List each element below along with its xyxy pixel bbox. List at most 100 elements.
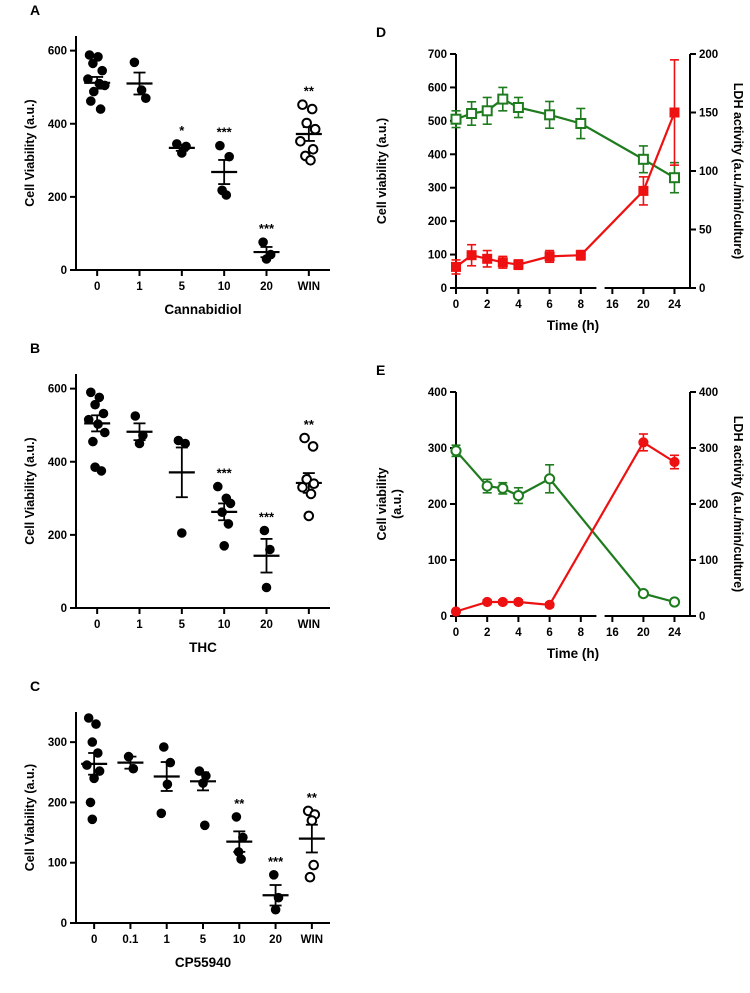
svg-text:150: 150 <box>699 108 718 120</box>
chart-svg-C: 0 100 200 300 0 0.1 1 5 10 ** 20 *** WIN ** CP55940 Cel… <box>23 712 330 970</box>
svg-text:Cell viability: Cell viability <box>375 467 389 540</box>
svg-text:Cell Viability (a.u.): Cell Viability (a.u.) <box>23 99 37 206</box>
svg-text:WIN: WIN <box>301 934 323 946</box>
svg-text:200: 200 <box>48 530 67 542</box>
svg-text:200: 200 <box>428 216 447 228</box>
series-ldh-activity <box>451 59 680 275</box>
svg-text:100: 100 <box>48 858 67 870</box>
panel-a: A 0 200 400 600 0 1 5 * 10 *** 20 *** WIN ** Cannabidi… <box>18 2 363 340</box>
svg-text:LDH activity (a.u./min/culture: LDH activity (a.u./min/culture) <box>731 83 745 259</box>
svg-text:0: 0 <box>91 934 97 946</box>
group-WIN <box>295 99 322 166</box>
group-0.1 <box>117 751 144 774</box>
svg-text:10: 10 <box>233 934 246 946</box>
svg-text:600: 600 <box>48 46 67 58</box>
svg-text:5: 5 <box>179 281 186 293</box>
svg-text:0: 0 <box>61 603 67 615</box>
svg-text:1: 1 <box>136 619 143 631</box>
svg-text:WIN: WIN <box>298 619 320 631</box>
svg-text:5: 5 <box>179 619 186 631</box>
svg-text:0.1: 0.1 <box>122 934 139 946</box>
series-cell-viability <box>450 86 680 194</box>
svg-text:WIN: WIN <box>298 281 320 293</box>
group-5 <box>190 766 216 831</box>
panel-a-chart: 0 200 400 600 0 1 5 * 10 *** 20 *** WIN ** Cannabidiol… <box>18 2 363 340</box>
group-0 <box>83 387 111 476</box>
panel-label-c: C <box>30 678 41 694</box>
group-1 <box>126 57 153 103</box>
group-WIN <box>295 432 322 522</box>
svg-text:8: 8 <box>578 299 585 311</box>
group-10 <box>226 812 253 864</box>
panel-label-a: A <box>30 2 41 18</box>
svg-text:**: ** <box>304 84 315 99</box>
svg-text:200: 200 <box>428 499 447 511</box>
svg-text:0: 0 <box>453 627 459 639</box>
svg-text:6: 6 <box>546 299 552 311</box>
svg-text:200: 200 <box>48 192 67 204</box>
svg-text:200: 200 <box>699 499 718 511</box>
svg-text:Cell Viability (a.u.): Cell Viability (a.u.) <box>23 764 37 871</box>
group-10 <box>211 140 238 200</box>
svg-text:*: * <box>179 123 185 138</box>
svg-text:2: 2 <box>484 627 490 639</box>
panel-d-chart: 0 100 200 300 400 500 600 700 0 50 100 150 200 0 2 4 6 8 1… <box>372 20 750 352</box>
svg-text:4: 4 <box>515 299 522 311</box>
svg-text:600: 600 <box>428 82 447 94</box>
svg-text:100: 100 <box>428 250 447 262</box>
svg-text:100: 100 <box>699 555 718 567</box>
svg-text:1: 1 <box>164 934 171 946</box>
group-0 <box>81 713 108 825</box>
panel-c: C 0 100 200 300 0 0.1 1 5 10 ** 20 *** WIN ** CP55940 C… <box>18 678 363 993</box>
series-cell-viability <box>450 444 681 608</box>
svg-text:0: 0 <box>441 611 447 623</box>
svg-text:16: 16 <box>606 299 619 311</box>
svg-text:200: 200 <box>699 49 718 61</box>
svg-text:0: 0 <box>699 611 705 623</box>
svg-text:5: 5 <box>200 934 207 946</box>
svg-text:24: 24 <box>668 627 681 639</box>
svg-text:600: 600 <box>48 384 67 396</box>
panel-e: E 0 100 200 300 400 0 100 200 300 400 0 2 4 6 8 16 20 24 T… <box>372 358 750 680</box>
svg-text:Cannabidiol: Cannabidiol <box>164 302 241 317</box>
group-20 <box>253 525 280 593</box>
svg-text:500: 500 <box>428 116 447 128</box>
panel-label-b: B <box>30 340 41 356</box>
panel-c-chart: 0 100 200 300 0 0.1 1 5 10 ** 20 *** WIN ** CP55940 Cel… <box>18 678 363 993</box>
svg-text:2: 2 <box>484 299 490 311</box>
panel-e-chart: 0 100 200 300 400 0 100 200 300 400 0 2 4 6 8 16 20 24 Tim… <box>372 358 750 680</box>
svg-text:Time (h): Time (h) <box>547 646 599 661</box>
svg-text:***: *** <box>217 466 233 481</box>
panel-d: D 0 100 200 300 400 500 600 700 0 50 100 150 200 0 2 4 6… <box>372 20 750 352</box>
panel-b: B 0 200 400 600 0 1 5 10 *** 20 *** WIN ** THC Cell Vi… <box>18 340 363 678</box>
svg-text:Cell viability (a.u.): Cell viability (a.u.) <box>375 118 389 224</box>
svg-text:LDH activity (a.u./min/culture: LDH activity (a.u./min/culture) <box>731 416 745 592</box>
svg-text:50: 50 <box>699 225 712 237</box>
svg-text:10: 10 <box>218 281 231 293</box>
svg-text:0: 0 <box>61 265 67 277</box>
svg-text:300: 300 <box>428 443 447 455</box>
svg-text:Cell Viability (a.u.): Cell Viability (a.u.) <box>23 437 37 544</box>
svg-text:100: 100 <box>699 166 718 178</box>
svg-text:0: 0 <box>453 299 459 311</box>
chart-svg-B: 0 200 400 600 0 1 5 10 *** 20 *** WIN ** THC Cell Viab… <box>23 374 330 655</box>
svg-text:400: 400 <box>699 387 718 399</box>
svg-text:**: ** <box>234 796 245 811</box>
group-20 <box>262 870 289 915</box>
svg-text:***: *** <box>259 509 275 524</box>
svg-text:100: 100 <box>428 555 447 567</box>
group-1 <box>126 411 153 449</box>
svg-text:**: ** <box>304 417 315 432</box>
svg-text:300: 300 <box>48 737 67 749</box>
svg-text:300: 300 <box>428 183 447 195</box>
group-10 <box>211 481 238 551</box>
svg-text:10: 10 <box>218 619 231 631</box>
svg-text:16: 16 <box>606 627 619 639</box>
svg-text:20: 20 <box>260 619 273 631</box>
svg-text:***: *** <box>259 221 275 236</box>
svg-text:***: *** <box>217 125 233 140</box>
panel-label-d: D <box>376 24 387 40</box>
svg-text:400: 400 <box>48 119 67 131</box>
